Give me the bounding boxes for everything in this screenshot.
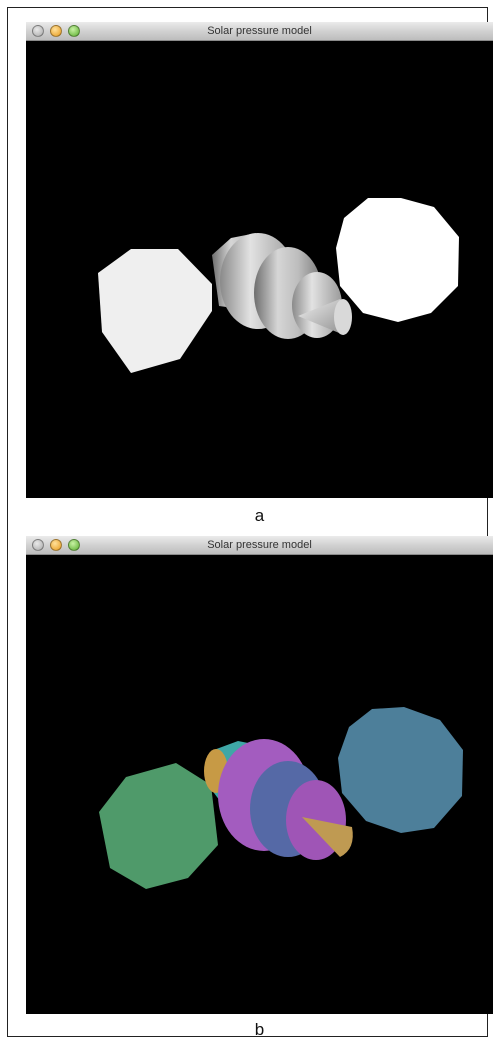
zoom-icon[interactable]	[68, 539, 80, 551]
3d-viewport[interactable]	[26, 41, 493, 498]
caption-b: b	[254, 1020, 265, 1039]
caption-a: a	[254, 506, 265, 525]
close-icon[interactable]	[32, 25, 44, 37]
close-icon[interactable]	[32, 539, 44, 551]
nozzle-cone-rim	[334, 299, 352, 335]
window-title: Solar pressure model	[207, 25, 312, 37]
nozzle-cone	[302, 817, 353, 857]
zoom-icon[interactable]	[68, 25, 80, 37]
solar-panel-left	[98, 249, 212, 373]
solar-panel-left	[99, 763, 218, 889]
title-bar[interactable]: Solar pressure model	[26, 22, 493, 41]
window-title: Solar pressure model	[207, 539, 312, 551]
minimize-icon[interactable]	[50, 539, 62, 551]
solar-panel-right	[336, 198, 459, 322]
title-bar[interactable]: Solar pressure model	[26, 536, 493, 555]
window-b: Solar pressure model	[26, 536, 493, 1014]
solar-panel-right	[338, 707, 463, 833]
minimize-icon[interactable]	[50, 25, 62, 37]
satellite-render-shaded	[98, 198, 459, 373]
satellite-render-colored	[99, 707, 463, 889]
nozzle-cone	[298, 299, 348, 335]
window-a: Solar pressure model	[26, 22, 493, 498]
3d-viewport[interactable]	[26, 555, 493, 1014]
